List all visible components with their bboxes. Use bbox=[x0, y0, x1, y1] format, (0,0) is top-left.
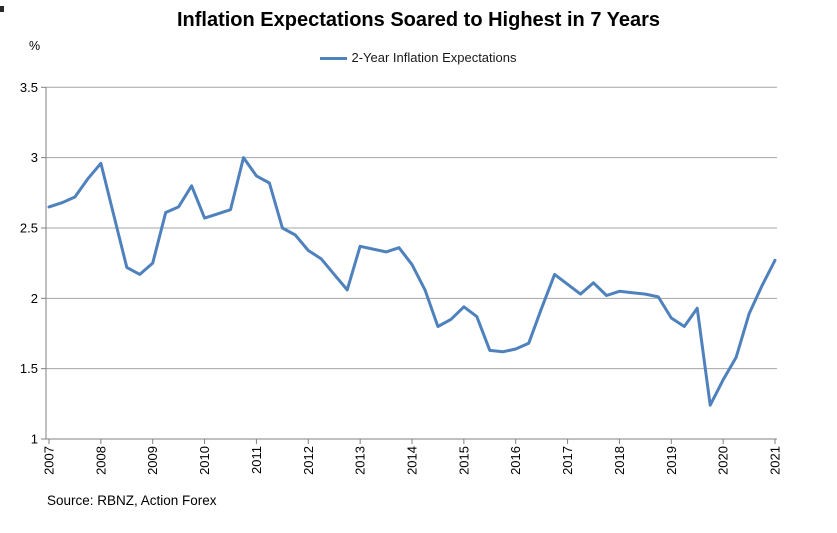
x-axis-tick-label: 2012 bbox=[301, 446, 316, 475]
series-lines bbox=[47, 156, 777, 407]
x-axis-tick-label: 2009 bbox=[145, 446, 160, 475]
x-axis-tick-label: 2010 bbox=[197, 446, 212, 475]
legend-line-swatch-icon bbox=[320, 56, 348, 60]
x-axis-tick-label: 2021 bbox=[768, 446, 783, 475]
y-axis-tick-label: 2.5 bbox=[20, 220, 38, 235]
corner-artifact-mark bbox=[0, 6, 4, 12]
y-axis-tick-label: 3.5 bbox=[20, 80, 38, 95]
x-axis-tick-label: 2015 bbox=[456, 446, 471, 475]
chart-title: Inflation Expectations Soared to Highest… bbox=[176, 9, 661, 31]
x-axis-tick-label: 2016 bbox=[508, 446, 523, 475]
source-note: Source: RBNZ, Action Forex bbox=[47, 493, 217, 508]
x-axis-tick-label: 2018 bbox=[612, 446, 627, 475]
y-axis-tick-labels: 3.5 3 2.5 2 1.5 1 bbox=[20, 80, 38, 447]
x-axis-tick-label: 2011 bbox=[249, 446, 264, 474]
y-axis-unit-label: % bbox=[29, 39, 41, 53]
x-axis-tick-labels: 2007 2008 2009 2010 2011 2012 2013 2014 2015 2016… bbox=[42, 446, 783, 475]
x-axis-tick-label: 2007 bbox=[42, 446, 57, 475]
y-axis-tick-label: 1.5 bbox=[20, 361, 38, 376]
inflation-expectations-line bbox=[47, 156, 777, 407]
gridlines bbox=[46, 86, 777, 370]
x-axis-tick-label: 2020 bbox=[716, 446, 731, 475]
x-axis-tick-label: 2017 bbox=[560, 446, 575, 475]
legend: 2-Year Inflation Expectations bbox=[0, 50, 837, 66]
axis-ticks bbox=[41, 86, 776, 444]
y-axis-tick-label: 3 bbox=[31, 150, 38, 165]
x-axis-tick-label: 2008 bbox=[93, 446, 108, 475]
x-axis-tick-label: 2013 bbox=[353, 446, 368, 475]
x-axis-tick-label: 2014 bbox=[405, 446, 420, 475]
y-axis-tick-label: 1 bbox=[31, 432, 38, 447]
x-axis-tick-label: 2019 bbox=[664, 446, 679, 475]
legend-label: 2-Year Inflation Expectations bbox=[351, 50, 517, 65]
y-axis-tick-label: 2 bbox=[31, 291, 38, 306]
